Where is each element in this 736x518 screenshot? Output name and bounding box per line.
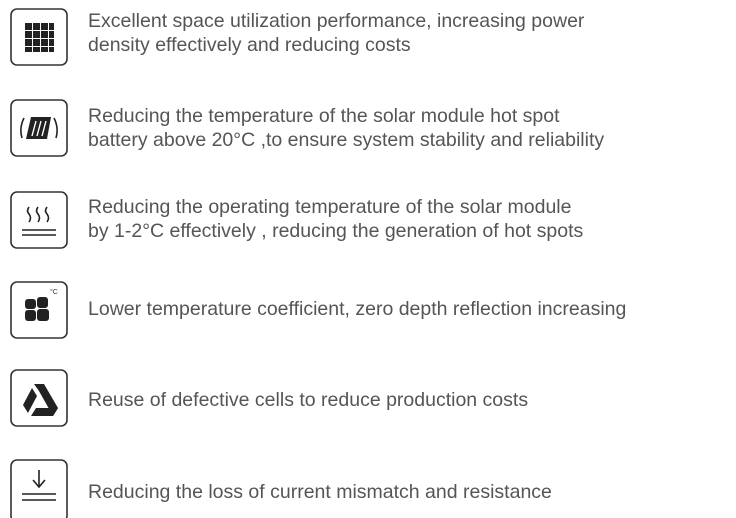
feature-item: Reducing the loss of current mismatch an… xyxy=(10,459,552,518)
feature-item: Reuse of defective cells to reduce produ… xyxy=(10,369,528,427)
feature-text: Reducing the temperature of the solar mo… xyxy=(88,105,560,127)
feature-item: Reducing the temperature of the solar mo… xyxy=(10,99,604,157)
heat-icon xyxy=(22,206,56,236)
feature-item: Reducing the operating temperature of th… xyxy=(10,191,583,249)
arrow-icon xyxy=(22,470,56,501)
feature-text: by 1-2°C effectively , reducing the gene… xyxy=(88,220,583,242)
feature-text: Reducing the loss of current mismatch an… xyxy=(88,481,552,503)
feature-text: density effectively and reducing costs xyxy=(88,34,411,56)
feature-item: Excellent space utilization performance,… xyxy=(10,8,585,66)
icon-frame xyxy=(10,459,68,518)
feature-item: °C Lower temperature coefficient, zero d… xyxy=(10,281,626,339)
panel-icon xyxy=(20,117,58,139)
feature-text: battery above 20°C ,to ensure system sta… xyxy=(88,129,604,151)
grid-icon xyxy=(25,23,54,52)
triangle-icon xyxy=(23,384,58,416)
feature-text: Lower temperature coefficient, zero dept… xyxy=(88,298,626,320)
icon-label: °C xyxy=(50,288,58,296)
feature-text: Reducing the operating temperature of th… xyxy=(88,196,571,218)
icon-frame xyxy=(10,369,68,427)
feature-text: Reuse of defective cells to reduce produ… xyxy=(88,389,528,411)
cells-icon xyxy=(25,297,49,321)
feature-text: Excellent space utilization performance,… xyxy=(88,10,585,32)
